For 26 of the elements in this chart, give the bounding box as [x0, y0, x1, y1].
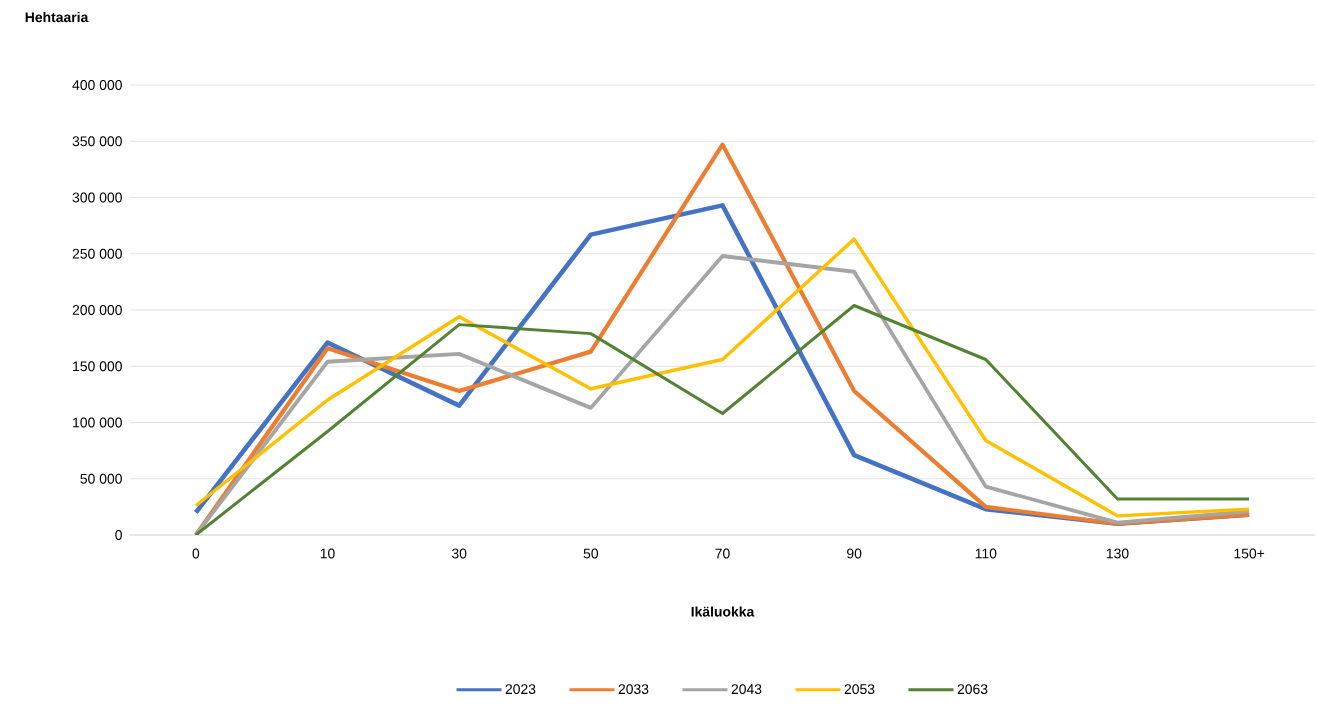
- x-tick-label: 50: [583, 548, 599, 559]
- y-tick-label: 100 000: [73, 417, 122, 428]
- x-axis-title: Ikäluokka: [691, 606, 755, 617]
- x-tick-label: 70: [715, 548, 730, 559]
- y-tick-label: 50 000: [80, 473, 122, 484]
- x-tick-label: 10: [320, 548, 335, 559]
- line-series: [194, 304, 1251, 535]
- x-tick-label: 130: [1106, 548, 1129, 559]
- y-axis-title: Hehtaaria: [25, 11, 89, 23]
- x-tick-label: 90: [847, 548, 862, 559]
- y-tick-label: 300 000: [72, 192, 122, 203]
- y-tick-label: 150 000: [73, 361, 122, 372]
- legend-label: 2063: [957, 684, 988, 695]
- legend-label: 2023: [505, 684, 536, 695]
- legend-label: 2033: [618, 684, 649, 695]
- legend-label: 2053: [844, 684, 875, 695]
- legend-label: 2043: [731, 684, 762, 695]
- y-tick-label: 400 000: [72, 80, 122, 90]
- x-tick-label: 0: [192, 548, 200, 559]
- x-tick-label: 110: [975, 548, 997, 559]
- x-tick-label: 30: [451, 548, 467, 559]
- y-tick-label: 200 000: [72, 305, 122, 315]
- y-tick-label: 350 000: [72, 136, 122, 147]
- x-tick-label: 150+: [1234, 548, 1265, 559]
- y-tick-label: 250 000: [72, 248, 122, 259]
- y-tick-label: 0: [115, 530, 122, 540]
